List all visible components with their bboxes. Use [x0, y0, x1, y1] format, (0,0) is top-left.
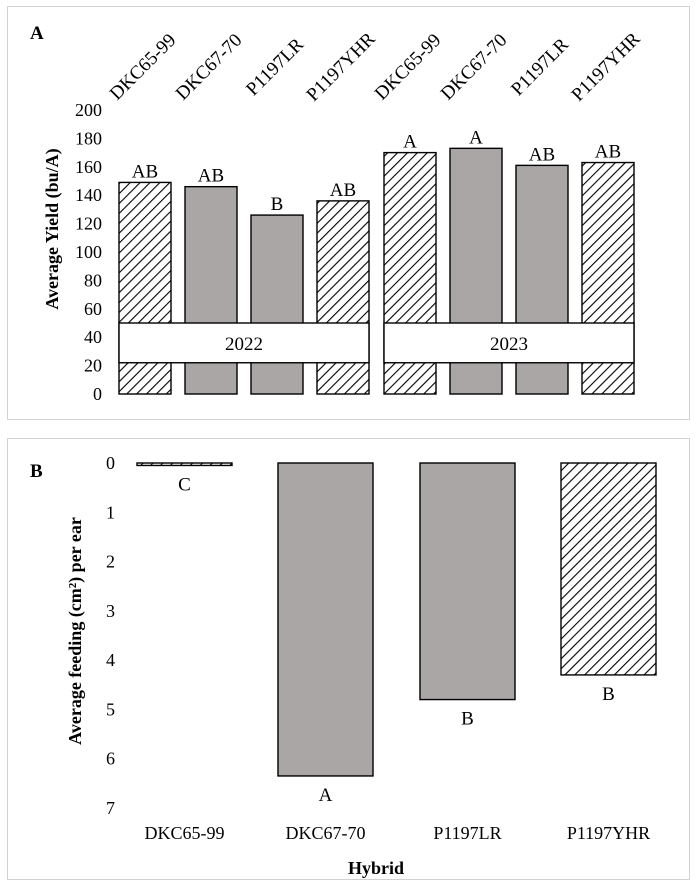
significance-label: AB: [330, 180, 356, 201]
year-box-2023: [383, 322, 635, 364]
significance-label: B: [461, 709, 474, 730]
y-tick-label: 3: [106, 601, 115, 621]
panel-letter-a: A: [30, 23, 44, 44]
chart-panel-b: B 0 1 2 3 4 5 6 7 C A B B DKC65-99 DKC67-70 P1197LR P…: [7, 438, 690, 880]
y-tick-label: 7: [106, 798, 115, 818]
feeding-chart: B 0 1 2 3 4 5 6 7 C A B B DKC65-99 DKC67-70 P1197LR P…: [30, 453, 657, 878]
y-tick-label: 0: [106, 453, 115, 473]
y-tick-label: 1: [106, 502, 115, 522]
category-label: P1197LR: [507, 34, 573, 100]
y-tick-label: 2: [106, 552, 115, 572]
bar-2022-p1197lr: [250, 214, 304, 395]
bar-2022-p1197yhr: [316, 200, 370, 395]
category-label: DKC67-70: [437, 30, 512, 105]
y-tick-label: 160: [75, 157, 102, 177]
y-tick-label: 20: [84, 356, 102, 376]
significance-label: AB: [595, 142, 621, 163]
panel-letter-b: B: [30, 461, 43, 482]
significance-label: C: [178, 474, 191, 495]
significance-label: A: [469, 127, 483, 148]
bar-dkc67-70: [277, 462, 374, 777]
significance-label: AB: [529, 144, 555, 165]
year-label: 2023: [490, 334, 528, 355]
significance-label: A: [319, 785, 333, 806]
y-tick-label: 100: [75, 242, 102, 262]
y-tick-label: 0: [93, 384, 102, 404]
year-label: 2022: [225, 334, 263, 355]
bar-p1197lr: [419, 462, 516, 701]
chart-panel-a: A 0 20 40 60 80 100 120 140 160 180 200 DKC65-99 DK…: [7, 6, 690, 420]
category-label: P1197YHR: [568, 28, 645, 105]
y-tick-label: 200: [75, 100, 102, 120]
category-label: DKC67-70: [172, 30, 247, 105]
category-label: P1197LR: [242, 34, 308, 100]
x-tick-label: DKC65-99: [145, 823, 225, 843]
significance-label: AB: [198, 166, 224, 187]
y-tick-label: 5: [106, 699, 115, 719]
bar-dkc65-99: [136, 462, 233, 467]
significance-label: AB: [132, 161, 158, 182]
y-tick-label: 60: [84, 299, 102, 319]
x-tick-label: P1197YHR: [567, 823, 650, 843]
y-tick-label: 120: [75, 214, 102, 234]
significance-label: B: [602, 684, 615, 705]
y-tick-label: 4: [106, 650, 115, 670]
significance-label: B: [271, 194, 284, 215]
bar-p1197yhr: [560, 462, 657, 676]
y-axis-title: Average feeding (cm²) per ear: [65, 517, 86, 745]
y-tick-label: 80: [84, 270, 102, 290]
x-axis-title: Hybrid: [348, 858, 404, 878]
y-tick-label: 140: [75, 185, 102, 205]
year-box-2022: [118, 322, 370, 364]
x-tick-label: DKC67-70: [286, 823, 366, 843]
significance-label: A: [403, 132, 417, 153]
y-axis-title: Average Yield (bu/A): [42, 148, 63, 309]
x-tick-label: P1197LR: [433, 823, 501, 843]
category-label: P1197YHR: [303, 28, 380, 105]
y-tick-label: 40: [84, 327, 102, 347]
y-tick-label: 6: [106, 749, 115, 769]
category-label: DKC65-99: [106, 30, 181, 105]
y-tick-label: 180: [75, 128, 102, 148]
category-label: DKC65-99: [371, 30, 446, 105]
